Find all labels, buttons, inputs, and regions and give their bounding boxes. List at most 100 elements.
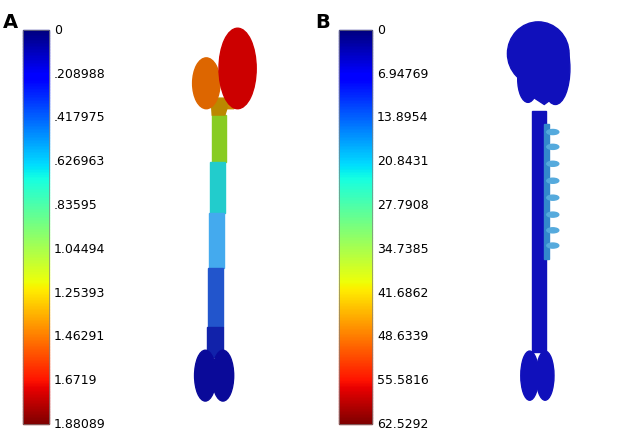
Ellipse shape [507,22,569,85]
Bar [23,84,50,86]
Bar [339,58,372,60]
Bar [23,246,50,248]
Bar [23,310,50,312]
Bar [23,253,50,255]
Bar [23,263,50,264]
Bar [339,297,372,298]
Bar [23,89,50,91]
Bar [339,371,372,372]
Bar [23,267,50,269]
Bar [23,383,50,384]
Bar [23,152,50,153]
Bar [23,66,50,67]
Bar [339,232,372,234]
Bar [23,211,50,212]
Bar [23,361,50,363]
Bar [23,38,50,40]
Bar [339,289,372,290]
Bar [339,86,372,87]
Ellipse shape [547,228,559,233]
Bar [339,314,372,315]
Bar [339,204,372,206]
Bar [339,67,372,69]
Polygon shape [208,268,223,327]
Bar [23,229,50,231]
Bar [339,326,372,327]
Bar [339,226,372,227]
Bar [23,415,50,417]
Bar [339,118,372,120]
Bar [339,150,372,152]
Bar [23,78,50,79]
Bar [23,223,50,224]
Bar [23,413,50,415]
Bar [339,347,372,349]
Bar [339,406,372,408]
Bar [339,96,372,98]
Bar [23,217,50,218]
Bar [339,106,372,107]
Bar [23,43,50,44]
Text: A: A [3,13,18,33]
Bar [23,388,50,389]
Bar [339,409,372,410]
Bar [23,364,50,366]
Bar [23,178,50,180]
Polygon shape [533,75,556,104]
Bar [339,112,372,113]
Bar [339,190,372,192]
Bar [339,388,372,389]
Bar [339,184,372,186]
Bar [339,32,372,33]
Bar [23,207,50,209]
Bar [339,89,372,91]
Bar [23,81,50,83]
Bar [339,160,372,161]
Bar [339,223,372,224]
Bar [339,46,372,47]
Bar [339,248,372,249]
Bar [339,194,372,195]
Ellipse shape [547,212,559,217]
Bar [23,127,50,129]
Bar [23,37,50,38]
Bar [23,92,50,93]
Bar [23,324,50,326]
Bar [339,207,372,209]
Bar [339,169,372,170]
Bar [23,293,50,295]
Bar [339,221,372,223]
Bar [339,69,372,70]
Bar [339,77,372,78]
Bar [23,96,50,98]
Bar [23,160,50,161]
Bar [339,198,372,200]
Bar [339,178,372,180]
Bar [23,219,50,221]
Bar [339,315,372,317]
Bar [23,197,50,198]
Bar [23,93,50,95]
Bar [23,405,50,406]
Bar [23,403,50,405]
Bar [339,417,372,418]
Bar [23,323,50,324]
Text: .83595: .83595 [54,199,98,212]
Bar [339,264,372,266]
Bar [23,393,50,395]
Bar [23,115,50,116]
Bar [23,398,50,400]
Bar [339,349,372,351]
Text: 55.5816: 55.5816 [377,374,429,387]
Bar [23,69,50,70]
Bar [339,201,372,203]
Bar [23,421,50,423]
Bar [23,221,50,223]
Bar [339,81,372,83]
Bar [339,214,372,215]
Bar [339,79,372,81]
Bar [339,229,372,231]
Bar [339,66,372,67]
Bar [23,366,50,368]
Bar [23,337,50,338]
